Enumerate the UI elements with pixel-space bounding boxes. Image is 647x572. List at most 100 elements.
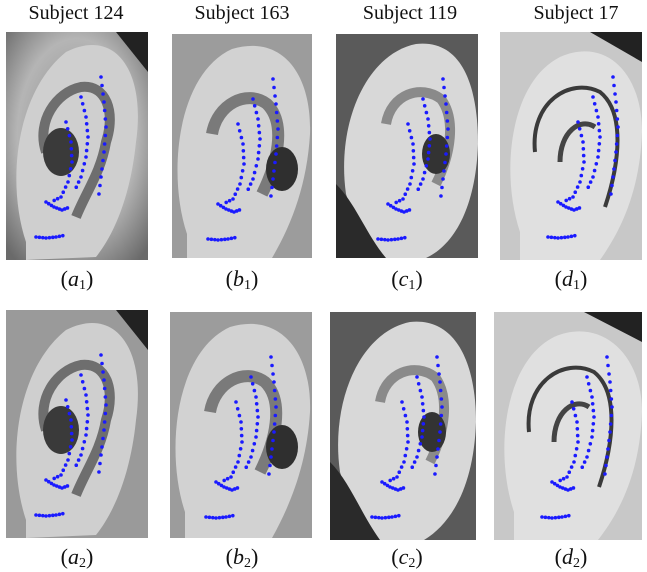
landmark-point xyxy=(224,486,229,490)
landmark-point xyxy=(571,195,575,199)
landmark-point xyxy=(49,481,54,486)
landmark-point xyxy=(101,158,105,163)
landmark-point xyxy=(387,515,391,520)
landmark-point xyxy=(403,413,408,418)
landmark-point xyxy=(608,422,613,426)
landmark-point xyxy=(82,108,87,113)
landmark-point xyxy=(421,408,426,413)
landmark-point xyxy=(100,361,104,366)
landmark-point xyxy=(439,413,444,418)
landmark-point xyxy=(574,207,579,211)
landmark-point xyxy=(219,483,224,488)
landmark-point xyxy=(52,198,56,203)
landmark-point xyxy=(233,192,238,196)
landmark-point xyxy=(79,95,83,99)
landmark-point xyxy=(412,162,416,166)
landmark-point xyxy=(558,201,563,206)
landmark-point xyxy=(104,403,108,407)
landmark-point xyxy=(436,447,440,451)
landmark-point xyxy=(257,130,262,135)
landmark-point xyxy=(85,142,90,146)
landmark-point xyxy=(581,153,586,158)
landmark-point xyxy=(222,485,226,489)
landmark-point xyxy=(422,104,427,108)
landmark-point xyxy=(606,447,610,451)
landmark-point xyxy=(218,203,223,208)
landmark-point xyxy=(221,515,225,520)
landmark-point xyxy=(254,435,258,439)
landmark-point xyxy=(549,235,554,240)
landmark-point xyxy=(405,427,410,431)
landmark-point xyxy=(424,110,429,115)
landmark-point xyxy=(435,355,439,359)
caption-d2: (d2) xyxy=(554,544,588,571)
landmark-point xyxy=(571,407,576,411)
landmark-point xyxy=(614,142,619,146)
landmark-point xyxy=(616,125,620,129)
landmark-point xyxy=(60,486,64,490)
landmark-point xyxy=(86,413,90,417)
landmark-point xyxy=(426,124,431,128)
ear-image-d1 xyxy=(500,32,642,260)
landmark-point xyxy=(233,465,238,469)
landmark-point xyxy=(550,480,554,484)
landmark-point xyxy=(591,422,596,426)
landmark-point xyxy=(64,120,68,124)
landmark-point xyxy=(540,515,544,519)
landmark-point xyxy=(575,420,579,424)
caption-b2: (b2) xyxy=(225,544,259,571)
landmark-point xyxy=(581,147,586,151)
landmark-point xyxy=(97,470,101,474)
landmark-point xyxy=(102,420,107,424)
column-header-subject-119: Subject 119 xyxy=(362,2,458,24)
landmark-point xyxy=(572,460,576,464)
landmark-point xyxy=(390,486,395,490)
landmark-point xyxy=(403,453,408,458)
landmark-point xyxy=(442,85,446,90)
landmark-point xyxy=(588,180,593,184)
landmark-point xyxy=(411,142,415,146)
landmark-point xyxy=(555,483,560,488)
landmark-point xyxy=(615,133,620,138)
landmark-point xyxy=(257,144,262,148)
landmark-point xyxy=(575,185,580,189)
landmark-point xyxy=(563,235,567,240)
landmark-point xyxy=(591,175,595,179)
landmark-point xyxy=(573,233,577,238)
ear-image-d2 xyxy=(494,312,642,540)
landmark-point xyxy=(251,177,255,181)
landmark-point xyxy=(578,180,582,184)
landmark-point xyxy=(396,488,400,492)
ear-photo-illustration xyxy=(170,312,312,538)
landmark-point xyxy=(385,483,390,488)
landmark-point xyxy=(239,427,244,431)
landmark-point xyxy=(550,516,554,520)
landmark-point xyxy=(76,180,81,184)
landmark-point xyxy=(216,202,220,206)
landmark-point xyxy=(573,413,578,418)
landmark-point xyxy=(44,236,48,240)
landmark-point xyxy=(410,169,415,173)
ear-photo-illustration xyxy=(494,312,642,540)
landmark-point xyxy=(391,476,396,481)
landmark-point xyxy=(273,94,277,98)
caption-c2: (c2) xyxy=(391,544,423,571)
landmark-point xyxy=(564,205,568,209)
landmark-point xyxy=(65,484,70,488)
landmark-point xyxy=(61,233,65,238)
landmark-point xyxy=(84,426,89,431)
landmark-point xyxy=(380,480,384,484)
landmark-point xyxy=(410,465,415,469)
landmark-point xyxy=(252,170,257,175)
landmark-point xyxy=(415,455,419,459)
landmark-point xyxy=(427,144,432,148)
landmark-point xyxy=(41,513,45,518)
landmark-point xyxy=(611,175,615,179)
landmark-point xyxy=(254,428,259,433)
landmark-point xyxy=(69,140,73,144)
landmark-point xyxy=(222,478,226,483)
landmark-point xyxy=(547,515,551,520)
caption-b1: (b1) xyxy=(225,266,259,293)
landmark-point xyxy=(590,435,594,439)
landmark-point xyxy=(63,185,68,189)
